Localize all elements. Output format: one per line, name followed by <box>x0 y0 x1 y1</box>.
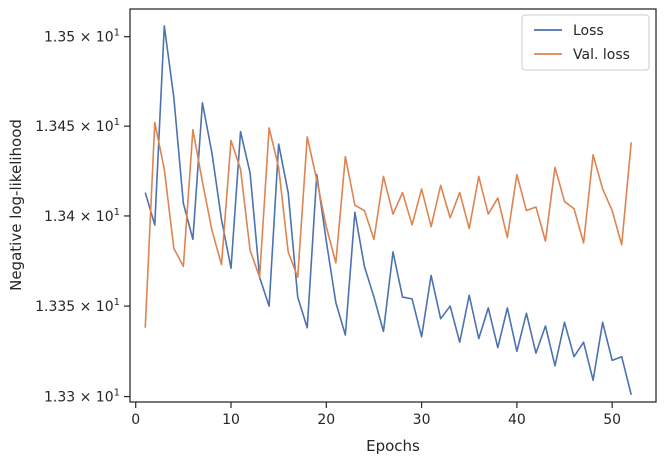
legend-label-val-loss: Val. loss <box>573 47 630 63</box>
x-tick-label: 0 <box>131 412 140 428</box>
x-tick-label: 30 <box>413 412 431 428</box>
x-tick-label: 20 <box>317 412 335 428</box>
legend: Loss Val. loss <box>521 14 650 71</box>
x-tick-label: 10 <box>222 412 240 428</box>
axis-ticks: 0 10 20 30 40 50 1.33 × 101 1.335 × 101 1.34 × 1… <box>35 28 621 428</box>
plot-frame <box>129 8 657 403</box>
series-line-0 <box>144 25 632 395</box>
legend-box <box>521 14 650 71</box>
y-tick-label: 1.335 × 101 <box>35 297 120 315</box>
series-line-1 <box>144 121 633 328</box>
x-tick-label: 40 <box>508 412 526 428</box>
legend-label-loss: Loss <box>573 23 604 39</box>
y-tick-label: 1.34 × 101 <box>44 207 120 225</box>
y-axis-label: Negative log-likelihood <box>7 119 25 291</box>
series-lines <box>144 25 633 395</box>
x-axis-label: Epochs <box>366 437 420 455</box>
y-tick-label: 1.33 × 101 <box>44 388 120 406</box>
y-tick-label: 1.345 × 101 <box>35 117 120 135</box>
x-tick-label: 50 <box>603 412 621 428</box>
y-tick-label: 1.35 × 101 <box>44 28 120 46</box>
